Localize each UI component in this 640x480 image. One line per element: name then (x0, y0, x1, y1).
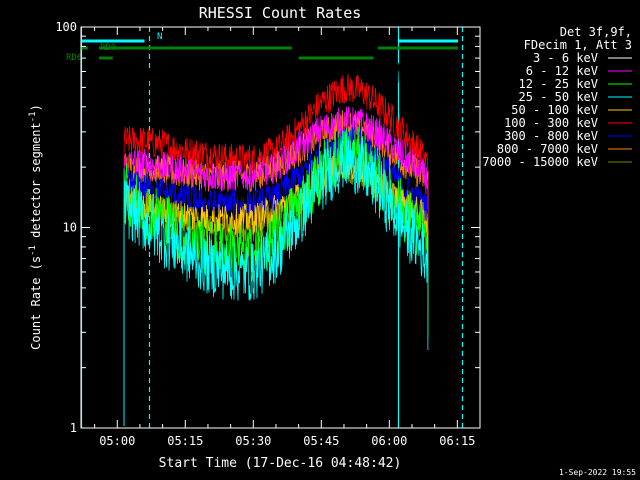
state-bar-label-0: N (157, 32, 162, 42)
y-label-sup-2: -1 (28, 111, 38, 122)
x-tick-label: 06:15 (439, 434, 475, 448)
y-axis-label: Count Rate (s-1 detector segment-1) (28, 104, 43, 350)
legend-label: 50 - 100 keV (511, 103, 598, 117)
x-tick-label: 05:30 (235, 434, 271, 448)
legend-label: 800 - 7000 keV (497, 142, 598, 156)
legend-label: 7000 - 15000 keV (482, 155, 598, 169)
x-tick-label: 05:45 (303, 434, 339, 448)
series-line-6-12-kev (123, 106, 429, 426)
legend-label: 3 - 6 keV (533, 51, 598, 65)
y-tick-label: 100 (55, 20, 77, 34)
legend-label: 6 - 12 keV (526, 64, 598, 78)
y-label-sup-1: -1 (28, 245, 38, 256)
x-tick-label: 05:00 (99, 434, 135, 448)
legend-label: 25 - 50 keV (519, 90, 598, 104)
series-line-3-6-kev (123, 36, 429, 426)
legend-label: 100 - 300 keV (504, 116, 598, 130)
state-bar-label-2: RD0 (100, 43, 116, 53)
series-line-300-800-kev (123, 126, 429, 426)
chart-title: RHESSI Count Rates (199, 4, 362, 22)
series-line-25-50-kev (123, 130, 429, 426)
series-line-100-300-kev (123, 73, 429, 426)
x-tick-label: 05:15 (167, 434, 203, 448)
y-label-part-1: Count Rate (s (29, 256, 43, 350)
series-lines (123, 36, 429, 426)
legend-header-line: Det 3f,9f, (560, 25, 632, 39)
axes: 05:00 05:15 05:30 05:45 06:00 06:15 1 10 100 (55, 20, 481, 448)
x-axis-label: Start Time (17-Dec-16 04:48:42) (159, 456, 402, 471)
state-bar-label-3: RD6 (66, 53, 82, 63)
x-tick-label: 06:00 (371, 434, 407, 448)
attenuator-bars: N RD0 RD6 (66, 32, 458, 63)
y-label-part-2: detector segment (29, 122, 43, 245)
footer-timestamp: 1-Sep-2022 19:55 (559, 468, 636, 477)
legend-header-line: FDecim 1, Att 3 (524, 38, 632, 52)
y-tick-label: 10 (63, 221, 77, 235)
legend-label: 300 - 800 keV (504, 129, 598, 143)
y-tick-label: 1 (70, 421, 77, 435)
legend-label: 12 - 25 keV (519, 77, 598, 91)
y-label-part-3: ) (29, 104, 43, 111)
